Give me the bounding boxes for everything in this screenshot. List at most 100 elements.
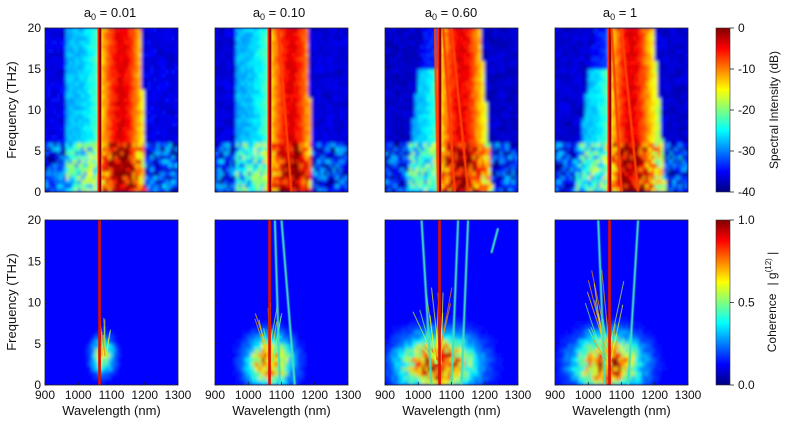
coherence-line bbox=[490, 227, 500, 254]
title-a0-0.60: a0 = 0.60 bbox=[425, 5, 477, 22]
title-a0-0.10: a0 = 0.10 bbox=[253, 5, 305, 22]
heatmap-intensity-1 bbox=[45, 28, 178, 192]
y-tick-label: 10 bbox=[28, 296, 42, 310]
y-tick-label: 20 bbox=[28, 21, 42, 35]
colorbar-tick-label: 0.5 bbox=[738, 296, 755, 310]
panel-coherence-1: 0 5 10 15 20 900 1000 1100 1200 1300 Wavelength (n… bbox=[28, 213, 192, 418]
y-tick-label: 5 bbox=[34, 144, 41, 158]
x-tick-label: 900 bbox=[545, 388, 565, 402]
colorbar-tick-label: -10 bbox=[738, 62, 756, 76]
xlabel: Wavelength (nm) bbox=[232, 403, 331, 418]
x-tick-label: 1200 bbox=[471, 388, 498, 402]
coherence-line bbox=[627, 220, 640, 385]
colorbar-tick-label: 1.0 bbox=[738, 213, 755, 227]
ylabel-top: Frequency (THz) bbox=[4, 61, 19, 159]
panel-intensity-4 bbox=[554, 27, 689, 193]
title-a0-1: a0 = 1 bbox=[603, 5, 637, 22]
colorbar-intensity-bar bbox=[715, 27, 731, 193]
x-tick-label: 1000 bbox=[65, 388, 92, 402]
spectral-line bbox=[450, 28, 470, 192]
coherence-line bbox=[273, 220, 281, 385]
y-tick-label: 20 bbox=[28, 213, 42, 227]
heatmap-intensity-2 bbox=[215, 28, 348, 192]
pump-line bbox=[438, 220, 441, 385]
xlabel: Wavelength (nm) bbox=[402, 403, 501, 418]
coherence-ray bbox=[424, 342, 440, 365]
coherence-line bbox=[460, 220, 470, 385]
coherence-ray bbox=[105, 329, 112, 357]
x-tick-label: 900 bbox=[375, 388, 395, 402]
colorbar-tick-label: -30 bbox=[738, 144, 756, 158]
colorbar-coherence-ticks: 1.0 0.5 0.0 bbox=[730, 213, 755, 392]
heatmap-intensity-4 bbox=[555, 28, 688, 192]
y-tick-label: 10 bbox=[28, 103, 42, 117]
xlabel: Wavelength (nm) bbox=[572, 403, 671, 418]
panel-coherence-3: 900 1000 1100 1200 1300 Wavelength (nm) bbox=[375, 219, 532, 418]
heatmap-coherence-4 bbox=[555, 220, 688, 385]
colorbar-intensity: 0 -10 -20 -30 -40 Spectral Intensity (dB) bbox=[715, 21, 781, 199]
colorbar-coherence: 1.0 0.5 0.0 Coherence| g(12) | bbox=[715, 213, 779, 392]
coherence-line bbox=[420, 220, 433, 385]
x-tick-label: 1200 bbox=[131, 388, 158, 402]
xlabel: Wavelength (nm) bbox=[62, 403, 161, 418]
x-tick-label: 1300 bbox=[165, 388, 192, 402]
x-tick-label: 1300 bbox=[675, 388, 702, 402]
x-tick-label: 900 bbox=[35, 388, 55, 402]
x-tick-label: 1100 bbox=[609, 388, 635, 402]
title-a0-0.01: a0 = 0.01 bbox=[84, 5, 136, 22]
spectral-line bbox=[620, 28, 640, 192]
x-tick-label: 1100 bbox=[439, 388, 465, 402]
coherence-ray bbox=[609, 304, 624, 365]
ylabel-bottom: Frequency (THz) bbox=[4, 253, 19, 351]
panels: 0 5 10 15 20 0 5 10 15 20 900 1000 1100 1200 1300 Wavel… bbox=[28, 21, 702, 418]
pump-line bbox=[608, 220, 611, 385]
heatmap-intensity-3 bbox=[385, 28, 518, 192]
x-tick-label: 1100 bbox=[269, 388, 295, 402]
colorbar-tick-label: -40 bbox=[738, 185, 756, 199]
coherence-ray bbox=[270, 321, 278, 362]
y-tick-label: 0 bbox=[34, 185, 41, 199]
colorbar-intensity-ticks: 0 -10 -20 -30 -40 bbox=[730, 21, 756, 199]
coherence-line bbox=[597, 220, 606, 385]
x-tick-label: 900 bbox=[205, 388, 225, 402]
x-tick-label: 1000 bbox=[575, 388, 602, 402]
panel-intensity-3 bbox=[384, 27, 519, 193]
coherence-line bbox=[450, 220, 460, 385]
colorbar-tick-label: 0.0 bbox=[738, 378, 755, 392]
y-tick-label: 0 bbox=[34, 378, 41, 392]
y-tick-label: 15 bbox=[28, 254, 42, 268]
heatmap-coherence-2 bbox=[215, 220, 348, 385]
colorbar-coherence-label: Coherence| g(12) | bbox=[764, 252, 779, 353]
panel-coherence-2: 900 1000 1100 1200 1300 Wavelength (nm) bbox=[205, 219, 362, 418]
spectral-line bbox=[610, 28, 623, 192]
x-tick-label: 1100 bbox=[99, 388, 125, 402]
coherence-line bbox=[280, 220, 296, 385]
x-tick-label: 1300 bbox=[505, 388, 532, 402]
x-tick-label: 1200 bbox=[301, 388, 328, 402]
coherence-ray bbox=[101, 331, 106, 357]
colorbar-tick-label: -20 bbox=[738, 103, 756, 117]
panel-titles: a0 = 0.01 a0 = 0.10 a0 = 0.60 a0 = 1 bbox=[84, 5, 637, 22]
pump-line bbox=[98, 220, 101, 385]
colorbar-coherence-bar bbox=[715, 219, 731, 386]
heatmap-coherence-3 bbox=[385, 220, 518, 385]
spectral-line bbox=[433, 28, 440, 192]
coherence-ray bbox=[258, 319, 269, 363]
coherence-ray bbox=[254, 318, 271, 363]
spectral-line bbox=[441, 28, 457, 192]
x-tick-label: 1200 bbox=[641, 388, 668, 402]
coherence-ray bbox=[271, 312, 283, 362]
x-tick-label: 1300 bbox=[335, 388, 362, 402]
x-tick-label: 1000 bbox=[405, 388, 432, 402]
pump-line bbox=[268, 220, 271, 385]
heatmap-coherence-1 bbox=[45, 220, 178, 385]
panel-coherence-4: 900 1000 1100 1200 1300 Wavelength (nm) bbox=[545, 219, 702, 418]
spectral-line bbox=[276, 28, 293, 192]
panel-intensity-2 bbox=[214, 27, 349, 193]
coherence-ray bbox=[587, 280, 611, 365]
colorbar-tick-label: 0 bbox=[738, 21, 745, 35]
y-tick-label: 15 bbox=[28, 62, 42, 76]
y-tick-label: 5 bbox=[34, 337, 41, 351]
x-tick-label: 1000 bbox=[235, 388, 262, 402]
